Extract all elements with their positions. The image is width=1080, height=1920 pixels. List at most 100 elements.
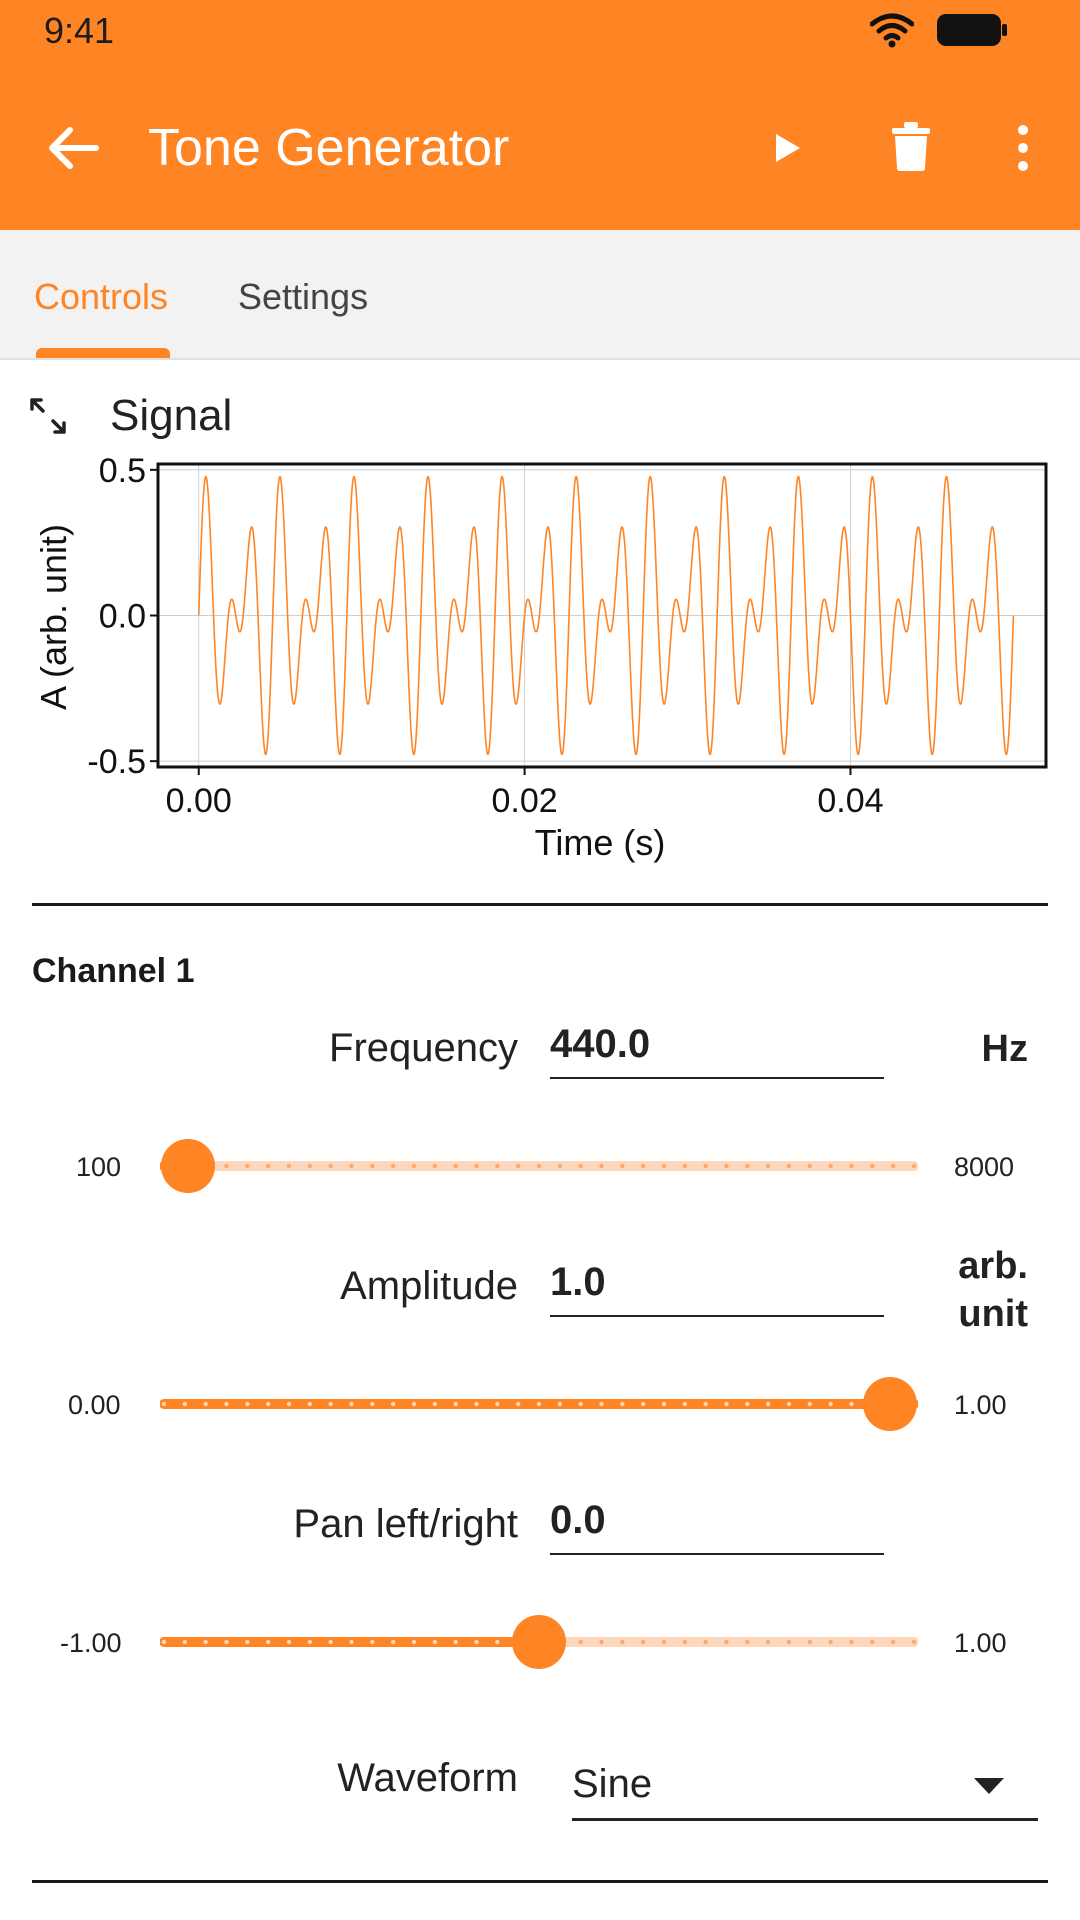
battery-icon [937,14,1007,46]
slider-tick [370,1163,375,1169]
slider-tick [724,1401,729,1407]
amplitude-unit-line1: arb. [958,1245,1028,1287]
expand-icon[interactable] [28,396,68,436]
slider-tick [203,1639,208,1645]
waveform-value: Sine [572,1762,653,1806]
slider-tick [370,1639,375,1645]
slider-tick [724,1163,729,1169]
slider-tick [765,1401,771,1407]
slider-tick [599,1401,604,1407]
slider-tick [849,1163,854,1169]
pan-max-label: 1.00 [954,1628,1007,1658]
slider-tick [578,1163,583,1169]
pan-slider[interactable] [160,1612,918,1672]
slider-tick [828,1163,833,1169]
slider-tick [224,1401,229,1407]
slider-tick [245,1163,250,1169]
bottom-divider [32,1880,1048,1883]
signal-series-line [197,475,1015,756]
slider-tick [745,1639,750,1645]
slider-tick [286,1639,292,1645]
slider-tick [328,1163,333,1169]
y-axis-label: A (arb. unit) [33,524,74,710]
slider-tick [599,1639,604,1645]
dropdown-arrow-icon [974,1778,1004,1794]
slider-tick [661,1163,667,1169]
slider-tick [640,1639,646,1645]
slider-tick [911,1163,917,1169]
slider-tick [390,1639,396,1645]
slider-tick [265,1163,271,1169]
slider-tick [265,1401,271,1407]
slider-tick [307,1163,313,1169]
slider-tick [390,1401,396,1407]
slider-tick [890,1639,896,1645]
pan-label: Pan left/right [293,1502,518,1546]
pan-input[interactable] [550,1498,884,1555]
slider-tick [599,1163,604,1169]
slider-tick [182,1401,188,1407]
frequency-slider[interactable] [160,1136,918,1196]
slider-tick [390,1163,396,1169]
app-bar: 9:41 Tone Generator [0,0,1080,230]
slider-tick [724,1639,729,1645]
delete-icon[interactable] [890,120,932,172]
slider-tick [411,1401,417,1407]
slider-tick [640,1163,646,1169]
amplitude-slider[interactable] [160,1374,918,1434]
slider-tick [203,1401,208,1407]
slider-tick [453,1163,458,1169]
slider-tick [557,1401,563,1407]
y-tick-label: 0.5 [99,455,146,490]
y-tick-label: -0.5 [87,743,146,781]
slider-tick [703,1639,708,1645]
slider-tick [786,1401,792,1407]
tab-controls[interactable]: Controls [34,276,169,317]
slider-tick [245,1401,250,1407]
signal-section-header: Signal [28,386,232,446]
frequency-max-label: 8000 [954,1152,1015,1182]
slider-tick [349,1639,354,1645]
slider-tick [370,1401,375,1407]
slider-tick [245,1639,250,1645]
x-axis-label: Time (s) [535,822,666,863]
back-arrow-icon[interactable] [44,118,104,178]
slider-tick [765,1163,771,1169]
more-vert-icon[interactable] [1008,118,1038,178]
x-tick-label: 0.00 [166,782,232,820]
amplitude-input[interactable] [550,1260,884,1317]
slider-tick [849,1639,854,1645]
play-icon[interactable] [768,124,808,172]
slider-tick [870,1163,875,1169]
slider-tick [807,1639,813,1645]
slider-tick [495,1401,500,1407]
y-tick-label: 0.0 [99,598,146,636]
slider-tick [786,1163,792,1169]
slider-tick [828,1401,833,1407]
frequency-label: Frequency [329,1026,518,1070]
frequency-unit: Hz [981,1028,1028,1070]
slider-tick [828,1639,833,1645]
slider-tick [349,1163,354,1169]
slider-tick [474,1401,479,1407]
amplitude-label: Amplitude [340,1264,518,1308]
slider-thumb[interactable] [161,1139,215,1193]
tab-bar: Controls Settings [0,230,1080,360]
status-icons [870,12,1008,48]
slider-tick [807,1163,813,1169]
tab-settings[interactable]: Settings [238,276,369,317]
slider-tick [286,1163,292,1169]
slider-tick [161,1401,167,1407]
frequency-input[interactable] [550,1022,884,1079]
slider-thumb[interactable] [512,1615,566,1669]
slider-tick [286,1401,292,1407]
slider-tick [620,1163,625,1169]
slider-tick [453,1401,458,1407]
slider-tick [870,1639,875,1645]
slider-tick [807,1401,813,1407]
slider-tick [661,1401,667,1407]
slider-tick [182,1639,188,1645]
slider-tick [578,1639,583,1645]
slider-thumb[interactable] [863,1377,917,1431]
waveform-dropdown[interactable]: Sine [572,1758,1038,1821]
